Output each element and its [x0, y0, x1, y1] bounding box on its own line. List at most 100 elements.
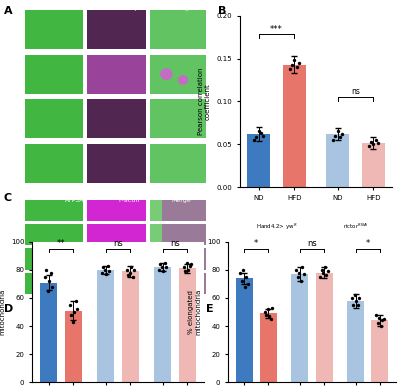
- Bar: [179, 268, 196, 382]
- Point: [188, 261, 194, 268]
- Point: [293, 267, 300, 273]
- Bar: [371, 321, 388, 382]
- Text: ND: ND: [13, 256, 20, 261]
- Point: [294, 64, 300, 70]
- Point: [182, 268, 188, 275]
- Bar: [25, 224, 83, 245]
- Text: ND: ND: [13, 27, 20, 32]
- Point: [99, 269, 105, 276]
- Point: [106, 268, 112, 275]
- Point: [240, 267, 246, 273]
- Bar: [247, 134, 270, 187]
- Bar: [162, 224, 206, 245]
- Point: [105, 262, 111, 269]
- Bar: [87, 224, 146, 245]
- Point: [48, 269, 54, 276]
- Point: [243, 274, 250, 280]
- Point: [300, 271, 307, 277]
- Bar: [291, 274, 308, 382]
- Bar: [40, 282, 57, 382]
- Point: [69, 319, 76, 325]
- Point: [103, 271, 110, 277]
- Point: [125, 272, 131, 278]
- Bar: [87, 248, 146, 269]
- Point: [374, 140, 381, 146]
- Point: [263, 312, 269, 318]
- Point: [376, 314, 382, 321]
- Point: [258, 130, 264, 136]
- Bar: [150, 224, 206, 245]
- Bar: [150, 144, 206, 183]
- Text: HFD: HFD: [12, 72, 22, 76]
- Point: [42, 274, 48, 280]
- Text: Merge: Merge: [173, 6, 193, 11]
- Point: [128, 264, 134, 270]
- Bar: [347, 301, 364, 382]
- Text: ND: ND: [13, 117, 20, 121]
- Text: HFD: HFD: [12, 161, 22, 166]
- Point: [253, 134, 260, 140]
- Bar: [25, 55, 83, 94]
- Point: [336, 134, 343, 140]
- Point: [350, 302, 357, 308]
- Point: [160, 268, 167, 275]
- Point: [68, 312, 74, 318]
- Bar: [150, 248, 206, 269]
- Point: [185, 267, 192, 273]
- Point: [378, 323, 384, 329]
- Point: [323, 272, 330, 278]
- Text: A: A: [4, 6, 13, 16]
- Text: Merge: Merge: [171, 198, 191, 203]
- Point: [349, 295, 355, 301]
- Bar: [162, 273, 206, 294]
- Text: *: *: [254, 239, 258, 248]
- Point: [157, 261, 164, 268]
- Point: [289, 61, 296, 67]
- Point: [180, 264, 187, 270]
- Point: [299, 264, 305, 270]
- Point: [380, 316, 387, 322]
- Point: [244, 281, 251, 287]
- Point: [366, 143, 372, 149]
- Point: [324, 268, 331, 275]
- Point: [296, 60, 302, 66]
- Y-axis label: % elongated
mitochondria: % elongated mitochondria: [188, 289, 201, 335]
- Text: ATP5A1: ATP5A1: [66, 6, 90, 11]
- Point: [322, 264, 328, 270]
- Point: [102, 267, 108, 273]
- Point: [49, 284, 56, 290]
- Bar: [122, 271, 139, 382]
- Point: [71, 309, 77, 315]
- Point: [372, 137, 379, 143]
- Y-axis label: Pearson correlation
coefficient: Pearson correlation coefficient: [198, 67, 211, 135]
- Point: [298, 278, 304, 284]
- Point: [294, 274, 301, 280]
- Point: [72, 298, 79, 304]
- Point: [317, 274, 324, 280]
- Bar: [25, 99, 83, 138]
- Text: Drp1: Drp1: [128, 6, 143, 11]
- Point: [368, 138, 374, 145]
- Text: HFD: HFD: [12, 232, 22, 237]
- Point: [291, 57, 298, 63]
- Bar: [65, 310, 82, 382]
- Point: [239, 278, 245, 284]
- Circle shape: [160, 68, 173, 80]
- Text: ***: ***: [270, 25, 283, 34]
- Bar: [260, 314, 277, 382]
- Point: [373, 312, 380, 318]
- Text: rictor$^{RNAi}$: rictor$^{RNAi}$: [0, 127, 9, 150]
- Point: [269, 305, 275, 311]
- Text: Hand4.2> yw$^R$: Hand4.2> yw$^R$: [256, 222, 297, 232]
- Point: [352, 292, 358, 298]
- Text: rictor$^{RNAi}$: rictor$^{RNAi}$: [342, 222, 368, 231]
- Point: [262, 309, 268, 315]
- Bar: [87, 55, 146, 94]
- Bar: [87, 10, 146, 49]
- Point: [74, 306, 80, 312]
- Bar: [150, 10, 206, 49]
- Point: [287, 66, 293, 72]
- Text: D: D: [4, 304, 13, 314]
- Bar: [87, 200, 146, 221]
- Point: [184, 260, 190, 266]
